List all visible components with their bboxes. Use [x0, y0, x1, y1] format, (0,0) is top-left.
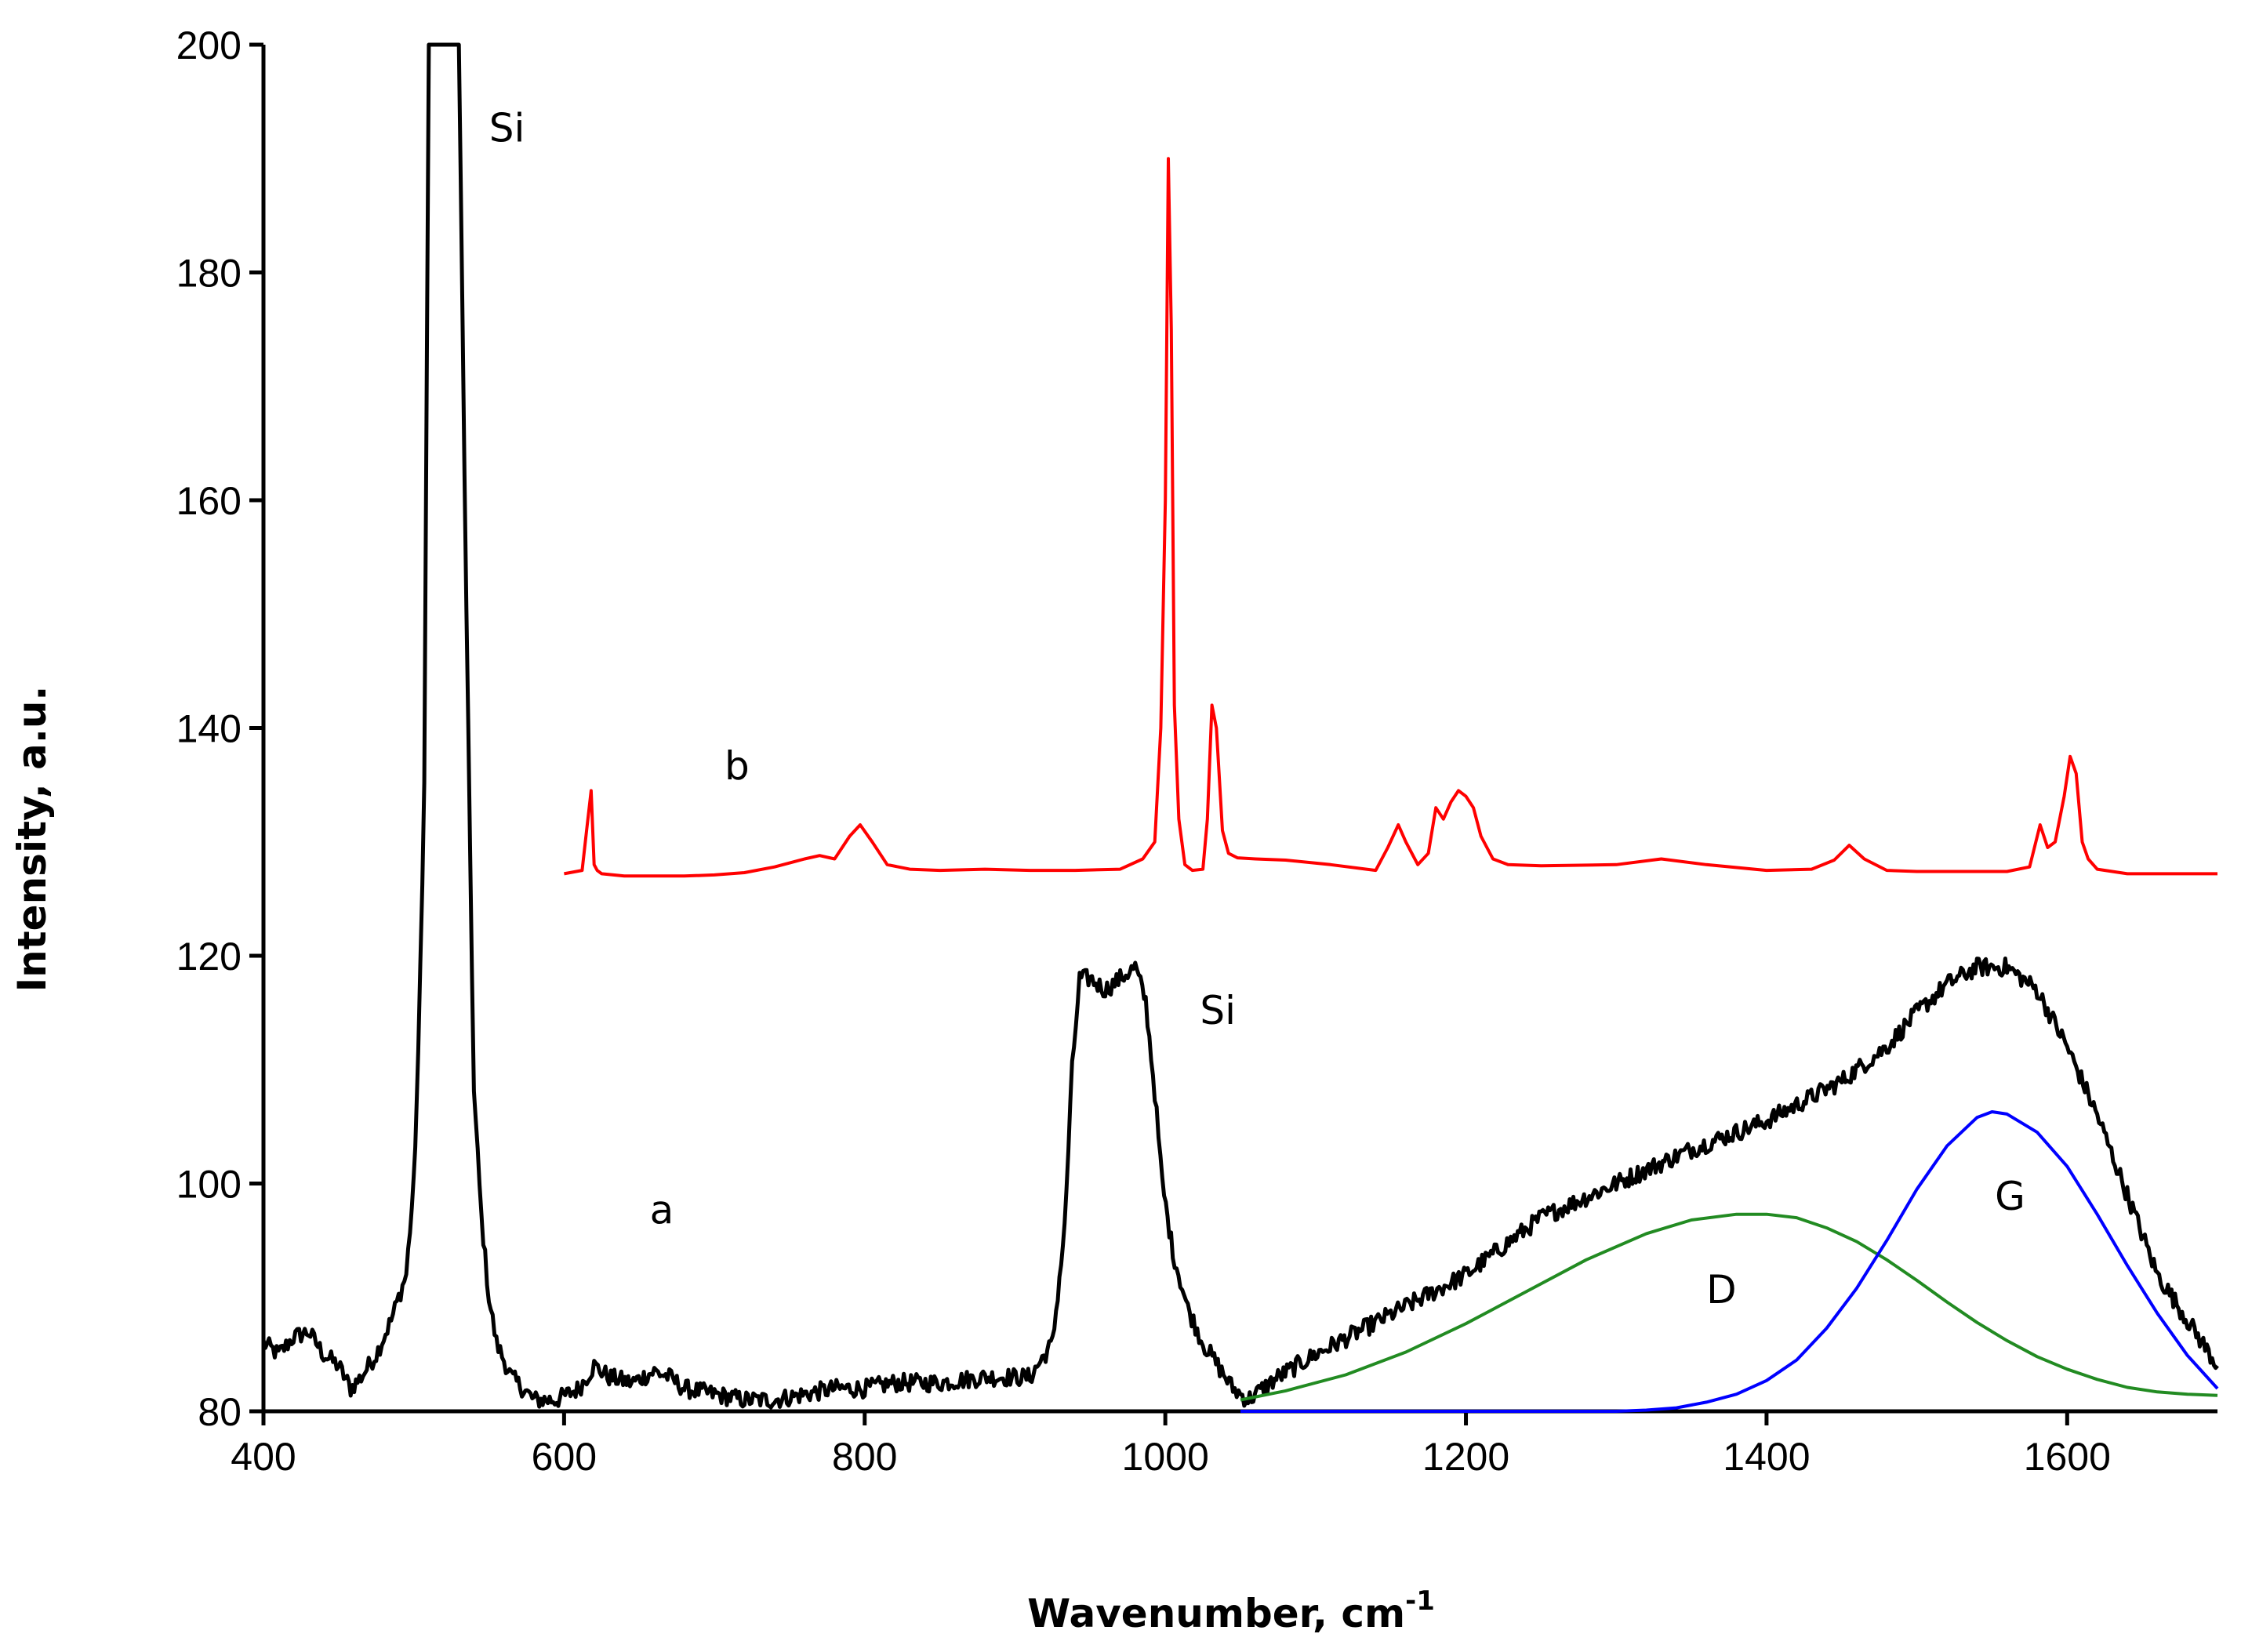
annotation-g-5: G [1995, 1174, 2025, 1219]
series-D-line [1240, 1212, 2218, 1402]
y-axis-title: Intensity, a.u. [9, 686, 55, 993]
series-G-line [1240, 1110, 2219, 1413]
annotation-b-3: b [725, 743, 750, 789]
x-tick-label: 600 [532, 1435, 597, 1479]
y-tick-label: 160 [176, 479, 242, 523]
x-tick-label: 1600 [2024, 1435, 2111, 1479]
annotation-si-1: Si [1200, 988, 1236, 1033]
y-tick-label: 180 [176, 252, 242, 296]
y-tick-label: 140 [176, 707, 242, 751]
x-tick-label: 400 [231, 1435, 296, 1479]
y-tick-label: 80 [198, 1390, 242, 1434]
x-tick-label: 1000 [1122, 1435, 1209, 1479]
x-tick-label: 1400 [1723, 1435, 1810, 1479]
series-group [261, 42, 2219, 1413]
series-b-line [564, 157, 2217, 878]
annotations-group: Si Si a b D G [489, 105, 2025, 1313]
annotation-d-4: D [1706, 1267, 1737, 1313]
x-tick-label: 800 [832, 1435, 897, 1479]
y-tick-label: 200 [176, 24, 242, 67]
x-tick-label: 1200 [1422, 1435, 1509, 1479]
x-axis-title-superscript: -1 [1405, 1585, 1435, 1617]
y-tick-label: 120 [176, 935, 242, 978]
x-axis-title: Wavenumber, cm-1 [1027, 1585, 1435, 1636]
axes: 80 100 120 140 160 180 200 400 600 800 1000 1200 140… [176, 24, 2217, 1479]
annotation-a-2: a [650, 1187, 674, 1233]
x-axis-title-text: Wavenumber, cm [1027, 1591, 1405, 1636]
annotation-si-0: Si [489, 105, 525, 151]
y-tick-label: 100 [176, 1163, 242, 1207]
series-a-line [261, 42, 2219, 1410]
